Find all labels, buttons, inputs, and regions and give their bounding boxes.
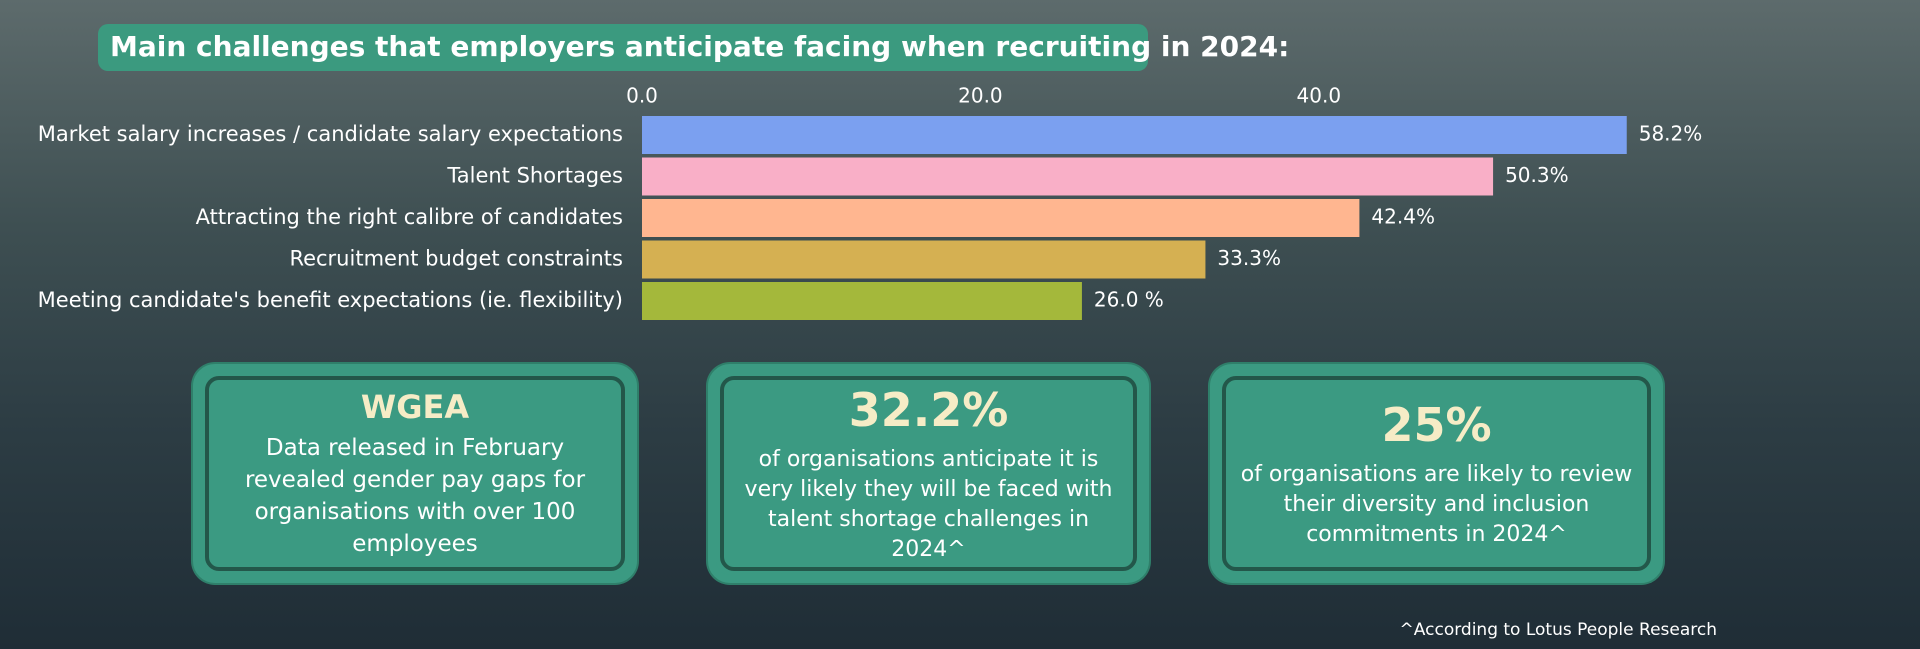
value-label: 42.4% [1371,205,1435,229]
bar [642,157,1494,196]
card-text: of organisations anticipate it is very l… [744,446,1113,562]
category-label: Meeting candidate's benefit expectations… [38,288,623,312]
card-frame: 25% of organisations are likely to revie… [1222,376,1651,571]
x-tick-label: 40.0 [1297,84,1342,108]
value-label: 58.2% [1639,122,1703,146]
footnote: ^According to Lotus People Research [1399,620,1717,640]
card-heading: 25% [1381,397,1492,452]
card-heading: WGEA [360,387,470,426]
title-box [98,24,1148,71]
value-label: 26.0 % [1094,288,1164,312]
bar [642,240,1206,279]
card: WGEA Data released in February revealed … [193,364,637,583]
card-text: of organisations are likely to review th… [1240,461,1633,547]
card-text: Data released in February revealed gende… [244,434,586,557]
category-label: Talent Shortages [446,164,623,188]
category-label: Attracting the right calibre of candidat… [196,205,623,229]
value-label: 50.3% [1505,163,1569,187]
bar [642,199,1360,237]
chart-title: Main challenges that employers anticipat… [110,30,1289,63]
card: 32.2% of organisations anticipate it is … [708,364,1149,583]
card-frame: WGEA Data released in February revealed … [205,376,625,571]
category-label: Market salary increases / candidate sala… [38,122,623,146]
bar [642,282,1082,320]
card-frame: 32.2% of organisations anticipate it is … [720,376,1137,571]
value-label: 33.3% [1217,246,1281,270]
x-tick-label: 0.0 [626,84,658,108]
category-label: Recruitment budget constraints [289,247,623,271]
card-heading: 32.2% [848,382,1009,437]
card: 25% of organisations are likely to revie… [1210,364,1663,583]
x-tick-label: 20.0 [958,84,1003,108]
bar [642,116,1627,154]
